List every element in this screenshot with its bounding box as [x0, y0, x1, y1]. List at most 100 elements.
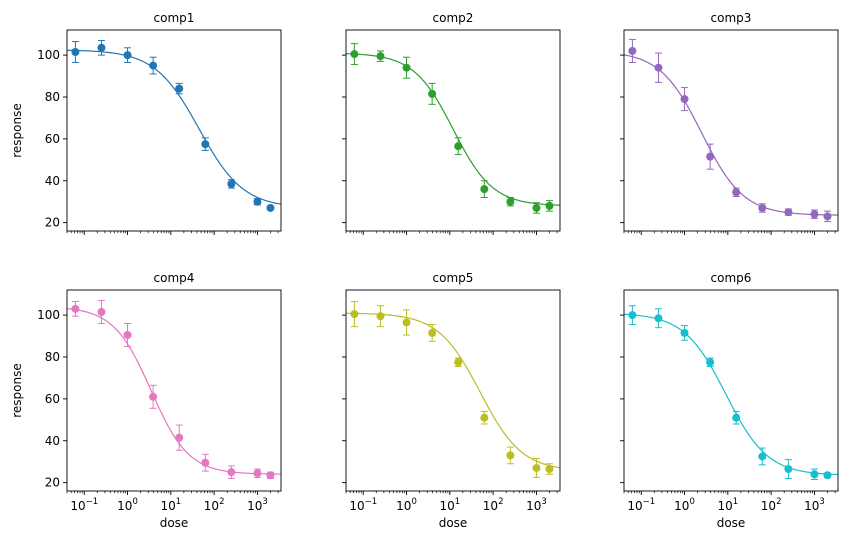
- data-point: [402, 318, 411, 327]
- y-tick-label: 20: [45, 476, 60, 490]
- data-point: [350, 50, 359, 59]
- x-tick-label: 102: [761, 497, 782, 513]
- data-point: [784, 465, 793, 474]
- data-point: [97, 307, 106, 316]
- x-tick-label: 101: [717, 497, 738, 513]
- data-point: [545, 201, 554, 210]
- data-point: [480, 185, 489, 194]
- data-point: [506, 197, 515, 206]
- data-point: [823, 212, 832, 221]
- data-point: [545, 465, 554, 474]
- data-point: [480, 413, 489, 422]
- data-point: [350, 310, 359, 319]
- data-point: [654, 314, 663, 323]
- data-point: [266, 203, 275, 212]
- data-point: [758, 203, 767, 212]
- fit-curve: [345, 312, 561, 469]
- data-point: [428, 89, 437, 98]
- data-point: [506, 451, 515, 460]
- data-point: [227, 468, 236, 477]
- data-point: [680, 328, 689, 337]
- y-tick-label: 20: [45, 216, 60, 230]
- y-axis-label: response: [10, 103, 24, 158]
- data-point: [810, 470, 819, 479]
- y-tick-label: 100: [37, 308, 60, 322]
- data-point: [149, 392, 158, 401]
- data-point: [149, 61, 158, 70]
- data-point: [201, 458, 210, 467]
- data-point: [253, 469, 262, 478]
- panel-comp6: comp6 10−1 100 101 102 103 dose: [620, 271, 839, 530]
- x-tick-label: 100: [117, 497, 138, 513]
- panel-comp2: comp2: [342, 11, 561, 235]
- data-point: [628, 311, 637, 320]
- fit-curve: [345, 53, 561, 206]
- panel-comp4: comp4 20 40 60 80 100 10−1 100 101 102 103 dose resp…: [10, 271, 282, 530]
- y-tick-label: 60: [45, 132, 60, 146]
- data-point: [454, 142, 463, 151]
- axes-frame: [623, 29, 839, 232]
- y-tick-label: 80: [45, 90, 60, 104]
- data-point: [227, 179, 236, 188]
- data-point: [680, 95, 689, 104]
- panel-title: comp1: [154, 11, 195, 25]
- data-point: [823, 471, 832, 480]
- panel-title: comp5: [433, 271, 474, 285]
- x-tick-label: 100: [674, 497, 695, 513]
- data-point: [253, 197, 262, 206]
- x-tick-label: 10−1: [627, 497, 655, 513]
- axes-frame: [345, 289, 561, 492]
- y-tick-label: 40: [45, 174, 60, 188]
- panel-title: comp2: [433, 11, 474, 25]
- data-point: [123, 51, 132, 60]
- data-point: [201, 140, 210, 149]
- axes-frame: [66, 289, 282, 492]
- panel-title: comp3: [711, 11, 752, 25]
- fit-curve: [66, 308, 282, 475]
- data-point: [732, 188, 741, 197]
- data-point: [810, 210, 819, 219]
- data-point: [71, 304, 80, 313]
- data-point: [532, 463, 541, 472]
- data-point: [732, 413, 741, 422]
- x-tick-label: 10−1: [70, 497, 98, 513]
- x-tick-label: 103: [526, 497, 547, 513]
- panel-comp5: comp5 10−1 100 101 102 103 dose: [342, 271, 561, 530]
- data-point: [175, 84, 184, 93]
- y-tick-label: 100: [37, 48, 60, 62]
- axes-frame: [623, 289, 839, 492]
- data-point: [758, 452, 767, 461]
- x-tick-label: 102: [204, 497, 225, 513]
- x-tick-label: 101: [160, 497, 181, 513]
- data-point: [71, 47, 80, 56]
- y-tick-label: 40: [45, 434, 60, 448]
- data-point: [532, 203, 541, 212]
- fit-curve: [66, 49, 282, 205]
- data-point: [376, 312, 385, 321]
- data-point: [454, 358, 463, 367]
- fit-curve: [623, 54, 839, 216]
- x-tick-label: 10−1: [349, 497, 377, 513]
- data-point: [123, 331, 132, 340]
- panel-comp1: comp1 20 40 60 80 100 response: [10, 11, 282, 235]
- axes-frame: [345, 29, 561, 232]
- data-point: [706, 358, 715, 367]
- axes-frame: [66, 29, 282, 232]
- fit-curve: [623, 313, 839, 476]
- data-point: [428, 328, 437, 337]
- data-point: [376, 52, 385, 61]
- x-tick-label: 103: [804, 497, 825, 513]
- data-point: [784, 208, 793, 217]
- data-point: [706, 152, 715, 161]
- panel-comp3: comp3: [620, 11, 839, 235]
- data-point: [175, 433, 184, 442]
- x-tick-label: 102: [483, 497, 504, 513]
- x-axis-label: dose: [160, 516, 189, 530]
- y-tick-label: 80: [45, 350, 60, 364]
- x-tick-label: 100: [396, 497, 417, 513]
- y-tick-label: 60: [45, 392, 60, 406]
- data-point: [628, 46, 637, 55]
- data-point: [97, 43, 106, 52]
- x-axis-label: dose: [439, 516, 468, 530]
